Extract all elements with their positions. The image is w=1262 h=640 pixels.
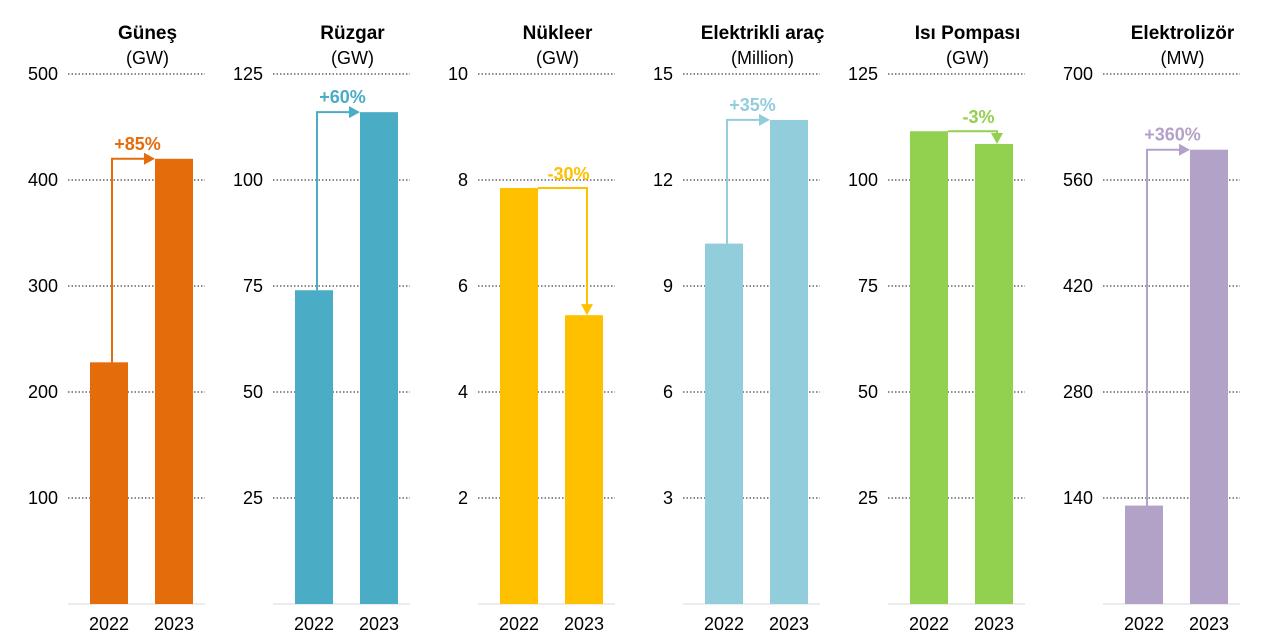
change-label: +85% — [114, 134, 161, 154]
y-tick-label: 500 — [28, 64, 58, 84]
chart-title: Isı Pompası — [915, 23, 1021, 44]
y-tick-label: 9 — [663, 276, 673, 296]
x-tick-label: 2023 — [359, 614, 399, 634]
y-tick-label: 12 — [653, 170, 673, 190]
bar-2023 — [155, 158, 193, 605]
change-label: -30% — [547, 164, 589, 184]
y-tick-label: 25 — [858, 488, 878, 508]
chart-unit: (Million) — [731, 48, 794, 68]
chart-title: Güneş — [118, 23, 177, 44]
bar-2022 — [1125, 505, 1163, 604]
chart-title: Elektrikli araç — [701, 23, 825, 44]
change-connector — [948, 130, 998, 138]
y-tick-label: 100 — [233, 170, 263, 190]
change-label: +35% — [729, 95, 776, 115]
change-arrowhead — [1179, 143, 1190, 156]
y-tick-label: 300 — [28, 276, 58, 296]
chart-panel-0: Güneş (GW) 100 200 300 400 500 2022 2023 +85% — [28, 23, 205, 634]
x-tick-label: 2022 — [294, 614, 334, 634]
y-tick-label: 420 — [1063, 276, 1093, 296]
chart-panel-3: Elektrikli araç (Million) 3 6 9 12 15 2022 2023 +… — [653, 23, 825, 634]
y-tick-label: 700 — [1063, 64, 1093, 84]
chart-unit: (GW) — [536, 48, 579, 68]
y-tick-label: 50 — [858, 382, 878, 402]
change-arrowhead — [144, 152, 155, 165]
chart-panel-4: Isı Pompası (GW) 25 50 75 100 125 2022 2023 -3% — [848, 23, 1025, 634]
change-arrowhead — [991, 132, 1003, 144]
chart-panel-5: Elektrolizör (MW) 140 280 420 560 700 2022 2023 +… — [1063, 23, 1240, 634]
y-tick-label: 280 — [1063, 382, 1093, 402]
chart-title: Elektrolizör — [1131, 23, 1235, 44]
chart-title: Nükleer — [523, 23, 593, 44]
bar-2022 — [295, 290, 333, 604]
change-label: +60% — [319, 87, 366, 107]
bar-2022 — [705, 243, 743, 604]
y-tick-label: 25 — [243, 488, 263, 508]
bar-2023 — [360, 112, 398, 604]
y-tick-label: 3 — [663, 488, 673, 508]
chart-panel-1: Rüzgar (GW) 25 50 75 100 125 2022 2023 +60% — [233, 23, 410, 634]
y-tick-label: 50 — [243, 382, 263, 402]
y-tick-label: 75 — [243, 276, 263, 296]
y-tick-label: 15 — [653, 64, 673, 84]
change-arrowhead — [759, 113, 770, 126]
y-tick-label: 75 — [858, 276, 878, 296]
y-tick-label: 6 — [458, 276, 468, 296]
y-tick-label: 400 — [28, 170, 58, 190]
x-tick-label: 2023 — [974, 614, 1014, 634]
x-tick-label: 2023 — [769, 614, 809, 634]
chart-title: Rüzgar — [320, 23, 385, 44]
change-connector — [316, 111, 354, 291]
bar-2023 — [770, 119, 808, 604]
change-arrowhead — [581, 304, 593, 316]
x-tick-label: 2022 — [499, 614, 539, 634]
change-label: +360% — [1144, 125, 1201, 145]
y-tick-label: 100 — [28, 488, 58, 508]
y-tick-label: 100 — [848, 170, 878, 190]
bar-2023 — [1190, 149, 1228, 604]
y-tick-label: 200 — [28, 382, 58, 402]
chart-unit: (GW) — [126, 48, 169, 68]
change-label: -3% — [962, 107, 994, 127]
x-tick-label: 2023 — [1189, 614, 1229, 634]
bar-2022 — [910, 131, 948, 605]
chart-unit: (GW) — [946, 48, 989, 68]
bar-2022 — [90, 362, 128, 604]
y-tick-label: 125 — [233, 64, 263, 84]
y-tick-label: 2 — [458, 488, 468, 508]
bar-2023 — [975, 143, 1013, 604]
y-tick-label: 8 — [458, 170, 468, 190]
change-connector — [111, 157, 149, 363]
chart-unit: (MW) — [1161, 48, 1205, 68]
y-tick-label: 125 — [848, 64, 878, 84]
x-tick-label: 2022 — [89, 614, 129, 634]
change-connector — [538, 186, 588, 310]
bar-2022 — [500, 187, 538, 604]
x-tick-label: 2023 — [564, 614, 604, 634]
change-connector — [726, 118, 764, 244]
y-tick-label: 560 — [1063, 170, 1093, 190]
y-tick-label: 140 — [1063, 488, 1093, 508]
y-tick-label: 6 — [663, 382, 673, 402]
y-tick-label: 4 — [458, 382, 468, 402]
bar-2023 — [565, 315, 603, 604]
x-tick-label: 2022 — [909, 614, 949, 634]
x-tick-label: 2023 — [154, 614, 194, 634]
change-connector — [1146, 148, 1184, 506]
chart-unit: (GW) — [331, 48, 374, 68]
change-arrowhead — [349, 106, 360, 119]
x-tick-label: 2022 — [704, 614, 744, 634]
x-tick-label: 2022 — [1124, 614, 1164, 634]
y-tick-label: 10 — [448, 64, 468, 84]
chart-panel-2: Nükleer (GW) 2 4 6 8 10 2022 2023 -30% — [448, 23, 615, 634]
